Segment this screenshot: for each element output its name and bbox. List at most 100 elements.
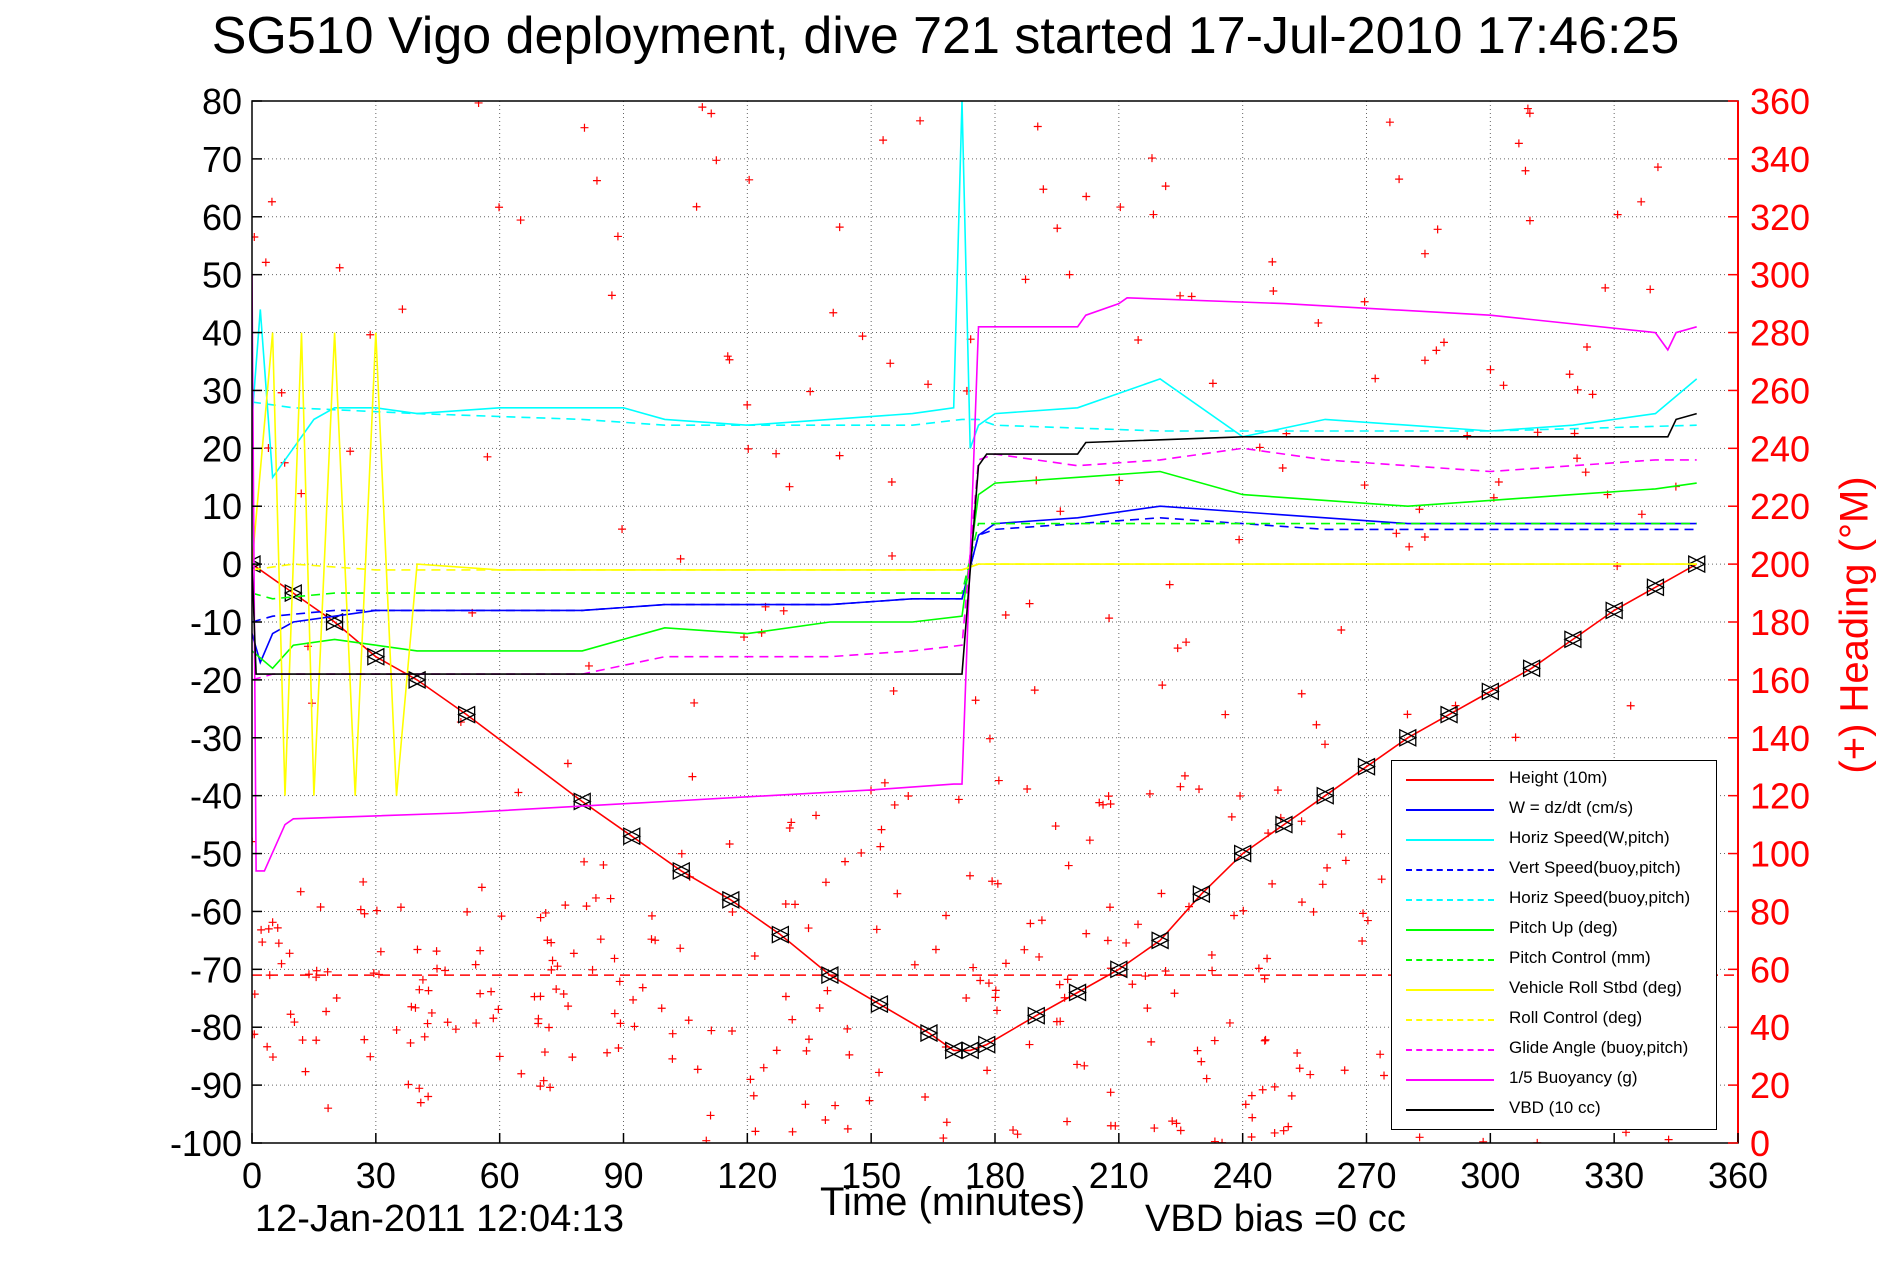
y-tick-label: -50	[190, 834, 242, 875]
heading-marker	[424, 1092, 433, 1101]
heading-marker	[268, 918, 277, 927]
heading-marker	[588, 965, 597, 974]
heading-marker	[889, 686, 898, 695]
legend-entry: W = dz/dt (cm/s)	[1392, 795, 1718, 825]
heading-marker	[1182, 638, 1191, 647]
heading-marker	[1239, 906, 1248, 915]
heading-marker	[1225, 1018, 1234, 1027]
heading-marker	[740, 633, 749, 642]
heading-marker	[802, 1046, 811, 1055]
legend: Height (10m) W = dz/dt (cm/s) Horiz Speed(…	[1391, 760, 1717, 1130]
height-marker	[977, 1035, 997, 1054]
heading-marker	[843, 1024, 852, 1033]
heading-marker	[267, 197, 276, 206]
heading-marker	[257, 925, 266, 934]
heading-marker	[1147, 1037, 1156, 1046]
x-axis-label: Time (minutes)	[820, 1180, 1086, 1224]
series-line-8	[252, 563, 1697, 571]
heading-marker	[296, 887, 305, 896]
heading-marker	[744, 444, 753, 453]
right-y-tick-label: 220	[1750, 486, 1810, 527]
legend-entry: Horiz Speed(buoy,pitch)	[1392, 885, 1718, 915]
heading-marker	[1268, 257, 1277, 266]
heading-marker	[610, 1009, 619, 1018]
heading-marker	[812, 811, 821, 820]
x-tick-label: 150	[841, 1155, 901, 1196]
heading-marker	[1273, 786, 1282, 795]
heading-marker	[1258, 1085, 1267, 1094]
heading-marker	[489, 1014, 498, 1023]
heading-marker	[563, 759, 572, 768]
heading-marker	[1583, 342, 1592, 351]
heading-marker	[424, 986, 433, 995]
right-y-tick-label: 200	[1750, 544, 1810, 585]
heading-marker	[1573, 385, 1582, 394]
heading-marker	[1001, 959, 1010, 968]
heading-marker	[360, 909, 369, 918]
heading-marker	[335, 263, 344, 272]
heading-marker	[1063, 1117, 1072, 1126]
series-line-9	[252, 447, 1697, 681]
heading-marker	[1106, 1088, 1115, 1097]
y-tick-label: 70	[202, 139, 242, 180]
x-tick-label: 30	[356, 1155, 396, 1196]
heading-marker	[1268, 879, 1277, 888]
heading-marker	[1158, 681, 1167, 690]
legend-swatch	[1406, 1079, 1494, 1081]
heading-marker	[916, 116, 925, 125]
y-tick-label: 50	[202, 255, 242, 296]
heading-marker	[261, 258, 270, 267]
heading-marker	[1318, 880, 1327, 889]
heading-marker	[610, 954, 619, 963]
y-tick-label: -70	[190, 949, 242, 990]
heading-marker	[1377, 875, 1386, 884]
right-y-tick-label: 60	[1750, 949, 1790, 990]
heading-marker	[1363, 916, 1372, 925]
heading-marker	[541, 908, 550, 917]
heading-marker	[1439, 338, 1448, 347]
heading-marker	[1202, 1074, 1211, 1083]
x-tick-label: 300	[1460, 1155, 1520, 1196]
heading-marker	[1051, 822, 1060, 831]
heading-marker	[536, 913, 545, 922]
heading-marker	[564, 1002, 573, 1011]
heading-marker	[568, 1053, 577, 1062]
heading-marker	[297, 489, 306, 498]
height-marker	[671, 861, 691, 880]
height-marker	[1604, 601, 1624, 620]
heading-marker	[921, 1093, 930, 1102]
heading-marker	[712, 156, 721, 165]
legend-entry: Roll Control (deg)	[1392, 1005, 1718, 1035]
heading-marker	[1385, 118, 1394, 127]
y-tick-label: 40	[202, 313, 242, 354]
heading-marker	[398, 305, 407, 314]
heading-marker	[1358, 937, 1367, 946]
heading-marker	[690, 698, 699, 707]
heading-marker	[630, 1022, 639, 1031]
y-tick-label: -10	[190, 602, 242, 643]
heading-marker	[514, 788, 523, 797]
heading-marker	[1207, 950, 1216, 959]
legend-label: 1/5 Buoyancy (g)	[1509, 1068, 1638, 1087]
heading-marker	[613, 232, 622, 241]
heading-marker	[264, 924, 273, 933]
heading-marker	[1295, 1064, 1304, 1073]
legend-swatch	[1406, 959, 1494, 961]
heading-marker	[1420, 356, 1429, 365]
height-marker	[1480, 682, 1500, 701]
height-marker	[1357, 757, 1376, 776]
heading-marker	[274, 939, 283, 948]
heading-marker	[1147, 154, 1156, 163]
heading-marker	[1026, 919, 1035, 928]
heading-marker	[1141, 972, 1150, 981]
heading-marker	[1021, 275, 1030, 284]
heading-marker	[346, 447, 355, 456]
legend-entry: VBD (10 cc)	[1392, 1095, 1718, 1125]
heading-marker	[404, 1080, 413, 1089]
height-marker	[721, 890, 741, 909]
heading-marker	[1248, 1113, 1257, 1122]
heading-marker	[924, 380, 933, 389]
legend-label: Pitch Control (mm)	[1509, 948, 1651, 967]
heading-marker	[415, 1084, 424, 1093]
heading-marker	[804, 1035, 813, 1044]
